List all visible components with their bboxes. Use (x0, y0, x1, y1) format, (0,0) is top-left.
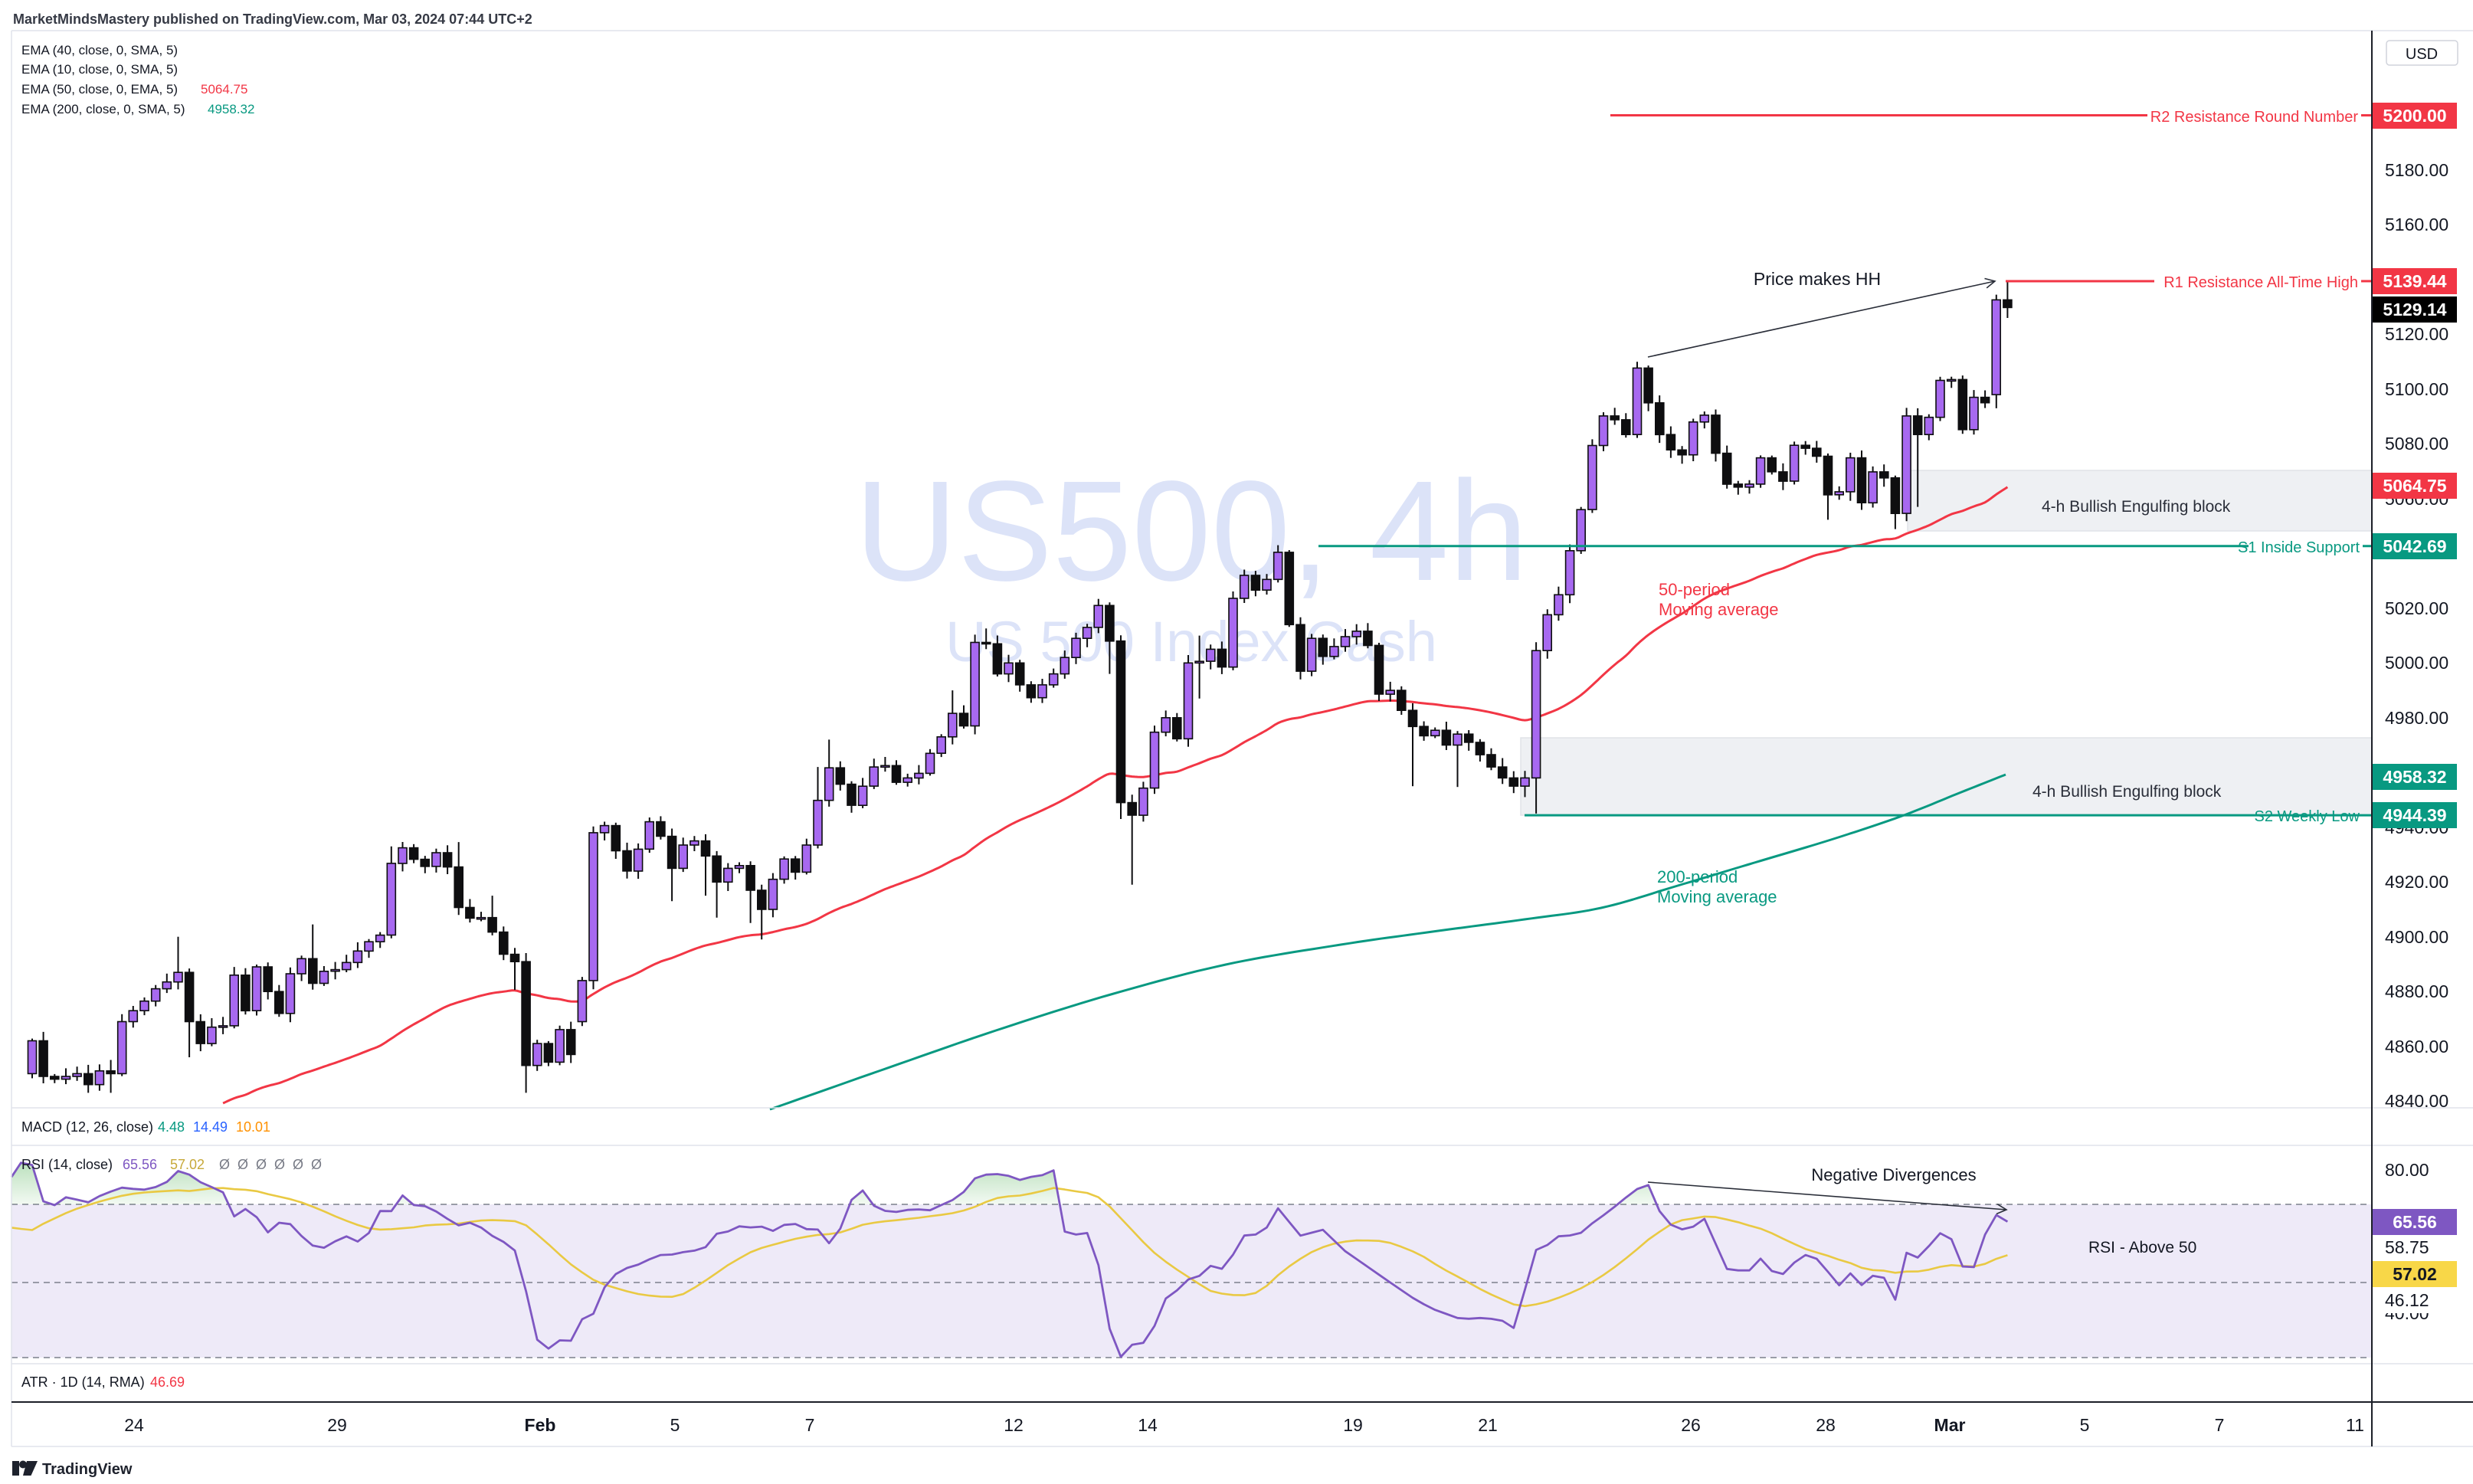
svg-text:65.56: 65.56 (2393, 1212, 2437, 1232)
svg-text:R2 Resistance Round Number: R2 Resistance Round Number (2150, 109, 2359, 126)
svg-text:5: 5 (670, 1415, 680, 1435)
svg-text:4860.00: 4860.00 (2385, 1037, 2448, 1056)
svg-text:5020.00: 5020.00 (2385, 598, 2448, 618)
svg-text:Negative Divergences: Negative Divergences (1811, 1165, 1976, 1184)
svg-text:Price makes HH: Price makes HH (1754, 269, 1881, 289)
svg-text:7: 7 (2215, 1415, 2225, 1435)
svg-text:EMA (50, close, 0, EMA, 5): EMA (50, close, 0, EMA, 5) (21, 82, 178, 97)
svg-text:5064.75: 5064.75 (2383, 476, 2446, 496)
svg-text:24: 24 (124, 1415, 144, 1435)
svg-text:MACD (12, 26, close): MACD (12, 26, close) (21, 1119, 153, 1135)
svg-text:4-h Bullish Engulfing block: 4-h Bullish Engulfing block (2042, 498, 2231, 516)
svg-text:5129.14: 5129.14 (2383, 300, 2446, 319)
svg-text:28: 28 (1816, 1415, 1836, 1435)
svg-text:ATR · 1D (14, RMA): ATR · 1D (14, RMA) (21, 1374, 145, 1390)
svg-text:EMA (10, close, 0, SMA, 5): EMA (10, close, 0, SMA, 5) (21, 62, 178, 77)
svg-text:5200.00: 5200.00 (2383, 106, 2446, 126)
svg-text:RSI - Above 50: RSI - Above 50 (2088, 1239, 2196, 1256)
svg-text:Moving average: Moving average (1659, 600, 1779, 619)
svg-text:19: 19 (1343, 1415, 1363, 1435)
svg-text:TradingView: TradingView (42, 1461, 133, 1478)
svg-text:50-period: 50-period (1659, 580, 1730, 599)
svg-text:4.48: 4.48 (158, 1119, 185, 1135)
svg-text:65.56: 65.56 (123, 1157, 157, 1172)
svg-text:57.02: 57.02 (2393, 1264, 2437, 1284)
svg-text:4-h Bullish Engulfing block: 4-h Bullish Engulfing block (2032, 783, 2222, 801)
svg-text:S2 Weekly Low: S2 Weekly Low (2255, 808, 2360, 825)
svg-text:4840.00: 4840.00 (2385, 1091, 2448, 1111)
svg-text:11: 11 (2346, 1415, 2364, 1435)
svg-text:EMA (40, close, 0, SMA, 5): EMA (40, close, 0, SMA, 5) (21, 43, 178, 57)
svg-text:12: 12 (1004, 1415, 1024, 1435)
svg-text:46.69: 46.69 (150, 1374, 185, 1390)
svg-text:4944.39: 4944.39 (2383, 805, 2446, 825)
svg-text:26: 26 (1681, 1415, 1701, 1435)
svg-text:7: 7 (805, 1415, 815, 1435)
svg-text:5139.44: 5139.44 (2383, 271, 2446, 291)
svg-text:5120.00: 5120.00 (2385, 324, 2448, 344)
svg-text:14: 14 (1138, 1415, 1158, 1435)
svg-text:14.49: 14.49 (193, 1119, 228, 1135)
svg-text:5000.00: 5000.00 (2385, 653, 2448, 673)
svg-text:57.02: 57.02 (170, 1157, 205, 1172)
svg-text:S1 Inside Support: S1 Inside Support (2238, 539, 2360, 556)
svg-text:21: 21 (1478, 1415, 1498, 1435)
svg-text:Moving average: Moving average (1657, 887, 1777, 906)
svg-text:4920.00: 4920.00 (2385, 872, 2448, 892)
svg-text:10.01: 10.01 (236, 1119, 270, 1135)
svg-text:Mar: Mar (1934, 1415, 1966, 1435)
svg-text:5: 5 (2080, 1415, 2090, 1435)
svg-text:R1 Resistance All-Time High: R1 Resistance All-Time High (2163, 274, 2358, 291)
svg-text:58.75: 58.75 (2385, 1237, 2429, 1257)
svg-text:4880.00: 4880.00 (2385, 981, 2448, 1001)
svg-text:5180.00: 5180.00 (2385, 160, 2448, 180)
svg-text:RSI (14, close): RSI (14, close) (21, 1157, 113, 1172)
svg-text:29: 29 (327, 1415, 347, 1435)
svg-text:Ø Ø Ø Ø Ø Ø: Ø Ø Ø Ø Ø Ø (219, 1157, 322, 1172)
svg-text:5064.75: 5064.75 (201, 82, 247, 97)
svg-text:USD: USD (2406, 46, 2438, 63)
svg-text:EMA (200, close, 0, SMA, 5): EMA (200, close, 0, SMA, 5) (21, 102, 185, 116)
svg-text:5100.00: 5100.00 (2385, 379, 2448, 399)
svg-text:US500, 4h: US500, 4h (855, 452, 1528, 611)
svg-text:4958.32: 4958.32 (208, 102, 254, 116)
svg-text:5160.00: 5160.00 (2385, 215, 2448, 234)
svg-text:4900.00: 4900.00 (2385, 927, 2448, 947)
svg-text:4980.00: 4980.00 (2385, 708, 2448, 728)
svg-text:MarketMindsMastery published o: MarketMindsMastery published on TradingV… (13, 11, 532, 27)
svg-text:5042.69: 5042.69 (2383, 536, 2446, 556)
svg-text:200-period: 200-period (1657, 867, 1738, 886)
svg-text:5080.00: 5080.00 (2385, 434, 2448, 454)
svg-text:80.00: 80.00 (2385, 1160, 2429, 1180)
svg-text:Feb: Feb (525, 1415, 556, 1435)
svg-text:46.12: 46.12 (2385, 1290, 2429, 1310)
svg-text:4958.32: 4958.32 (2383, 767, 2446, 787)
